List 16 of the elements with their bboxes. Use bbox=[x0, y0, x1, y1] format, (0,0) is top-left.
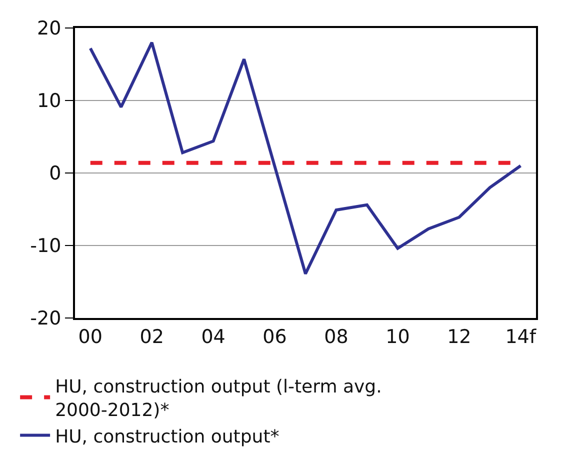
y-tick-label: 20 bbox=[37, 18, 62, 40]
y-tick-label: 10 bbox=[37, 90, 62, 112]
line-series bbox=[88, 41, 522, 276]
x-tick-label: 12 bbox=[447, 326, 472, 348]
y-tick-label: -20 bbox=[30, 308, 62, 330]
legend-label: HU, construction output (l-term avg. 2000-2012)* bbox=[55, 376, 382, 421]
x-tick-label: 06 bbox=[262, 326, 287, 348]
x-tick-label: 14f bbox=[505, 326, 538, 348]
y-tick-label: -10 bbox=[30, 235, 62, 258]
x-tick-label: 04 bbox=[201, 326, 226, 348]
x-tick-label: 10 bbox=[386, 326, 410, 348]
x-tick-label: 00 bbox=[78, 326, 102, 348]
legend-label: HU, construction output* bbox=[55, 426, 280, 448]
x-tick-label: 08 bbox=[324, 326, 348, 348]
x-tick-label: 02 bbox=[140, 326, 164, 348]
y-tick-label: 0 bbox=[49, 162, 62, 185]
